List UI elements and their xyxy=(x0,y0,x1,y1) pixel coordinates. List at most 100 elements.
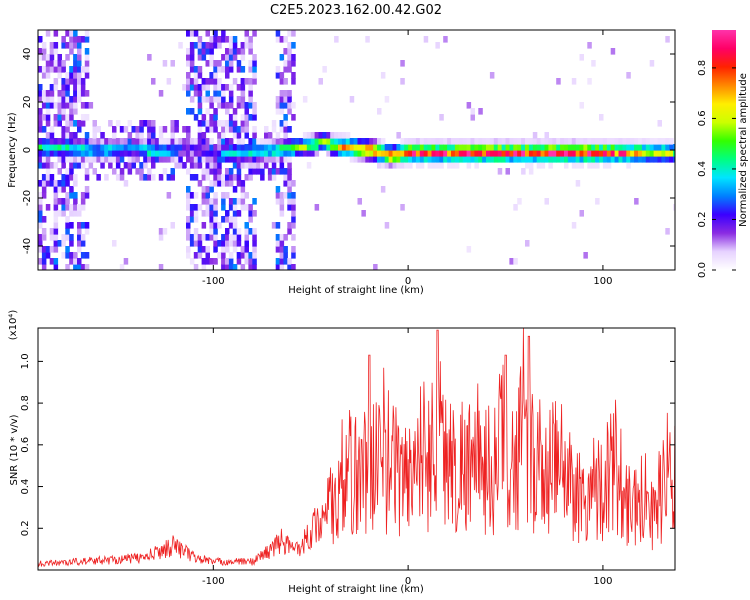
spectrogram-cell xyxy=(232,156,238,163)
spectrogram-cell xyxy=(131,138,136,145)
spectrogram-cell xyxy=(532,150,538,157)
spectrogram-cell xyxy=(49,96,55,103)
spectrogram-cell xyxy=(587,138,592,145)
spectrogram-cell xyxy=(53,204,59,211)
spectrogram-cell xyxy=(486,138,491,145)
spectrogram-cell xyxy=(213,42,218,49)
spectrogram-cell xyxy=(283,180,288,187)
spectrogram-cell xyxy=(80,162,86,169)
spectrogram-cell xyxy=(38,210,43,217)
spectrogram-cell xyxy=(521,150,526,157)
spectrogram-cell xyxy=(193,264,199,270)
spectrogram-cell xyxy=(221,156,226,163)
spectrogram-cell xyxy=(69,234,74,241)
spectrogram-cell xyxy=(236,138,242,145)
spectrogram-cell xyxy=(291,78,296,85)
spectrogram-cell xyxy=(228,258,234,265)
spectrogram-cell xyxy=(248,258,253,265)
spectrogram-cell xyxy=(115,156,121,163)
spectrogram-cell xyxy=(213,84,218,91)
spectrogram-cell xyxy=(57,120,62,127)
spectrogram-cell xyxy=(209,258,214,265)
spectrogram-cell xyxy=(591,144,596,151)
spectrogram-cell xyxy=(209,60,214,67)
spectrogram-cell xyxy=(217,222,222,229)
spectrogram-cell xyxy=(193,204,199,211)
spectrogram-cell xyxy=(189,156,195,163)
spectrogram-cell xyxy=(482,138,487,145)
spectrogram-cell xyxy=(205,186,210,193)
spectrogram-cell xyxy=(248,162,253,169)
spectrogram-cell xyxy=(61,174,66,181)
spectrogram-cell xyxy=(88,150,94,157)
spectrogram-cell xyxy=(57,186,62,193)
spectrogram-cell xyxy=(92,126,97,133)
spectrogram-cell xyxy=(127,162,133,169)
spectrogram-cell xyxy=(466,246,472,253)
spectrogram-cell xyxy=(361,210,366,217)
spectrogram-cell xyxy=(252,240,257,247)
spectrogram-cell xyxy=(225,54,230,61)
spectrogram-cell xyxy=(57,180,62,187)
spectrogram-cell xyxy=(287,174,292,181)
spectrogram-cell xyxy=(384,96,390,103)
spectrogram-cell xyxy=(454,150,460,157)
spectrogram-cell xyxy=(256,138,261,145)
spectrogram-cell xyxy=(579,156,584,163)
spectrogram-cell xyxy=(283,66,288,73)
spectrogram-cell xyxy=(567,156,573,163)
spectrogram-cell xyxy=(373,156,378,163)
spectrogram-cell xyxy=(213,126,218,133)
spectrogram-cell xyxy=(462,144,468,151)
spectrogram-cell xyxy=(193,252,199,259)
spectrogram-cell xyxy=(154,150,160,157)
spectrogram-cell xyxy=(505,150,510,157)
spectrogram-cell xyxy=(65,120,70,127)
spectrogram-cell xyxy=(610,156,616,163)
spectrogram-cell xyxy=(45,54,51,61)
spectrogram-cell xyxy=(396,144,401,151)
spectrogram-cell xyxy=(228,150,234,157)
spectrogram-cell xyxy=(69,78,74,85)
spectrogram-cell xyxy=(587,42,592,49)
spectrogram-cell xyxy=(61,180,66,187)
spectrogram-cell xyxy=(41,156,47,163)
spectrogram-cell xyxy=(540,150,546,157)
spectrogram-cell xyxy=(69,42,74,49)
spectrogram-cell xyxy=(209,156,214,163)
spectrogram-cell xyxy=(217,180,222,187)
spectrogram-cell xyxy=(77,204,82,211)
spectrogram-cell xyxy=(419,138,425,145)
spectrogram-cell xyxy=(73,138,78,145)
spectrogram-cell xyxy=(151,162,156,169)
spectrogram-cell xyxy=(252,156,257,163)
spectrogram-cell xyxy=(252,126,257,133)
spectrogram-cell xyxy=(236,150,242,157)
spectrogram-cell xyxy=(271,162,277,169)
spectrogram-cell xyxy=(626,156,631,163)
spectrogram-cell xyxy=(166,78,172,85)
spectrogram-cell xyxy=(127,120,133,127)
spectrogram-cell xyxy=(158,228,164,235)
spectrogram-cell xyxy=(186,198,191,205)
spectrogram-cell xyxy=(225,174,230,181)
spectrogram-cell xyxy=(240,192,246,199)
spectrogram-cell xyxy=(232,120,238,127)
spectrogram-cell xyxy=(287,204,292,211)
spectrogram-cell xyxy=(587,78,592,85)
spectrogram-cell xyxy=(275,132,281,139)
spectrogram-cell xyxy=(396,150,401,157)
spectrogram-cell xyxy=(240,156,246,163)
spectrogram-cell xyxy=(638,144,643,151)
spectrogram-cell xyxy=(186,234,191,241)
spectrogram-cell xyxy=(166,144,172,151)
spectrogram-cell xyxy=(143,120,148,127)
spectrogram-cell xyxy=(49,42,55,49)
spectrogram-cell xyxy=(73,150,78,157)
spectrogram-cell xyxy=(412,138,417,145)
spectrogram-cell xyxy=(61,96,66,103)
spectrogram-cell xyxy=(162,156,168,163)
spectrogram-cell xyxy=(73,264,78,270)
spectrogram-cell xyxy=(151,132,156,139)
spectrogram-cell xyxy=(225,246,230,253)
